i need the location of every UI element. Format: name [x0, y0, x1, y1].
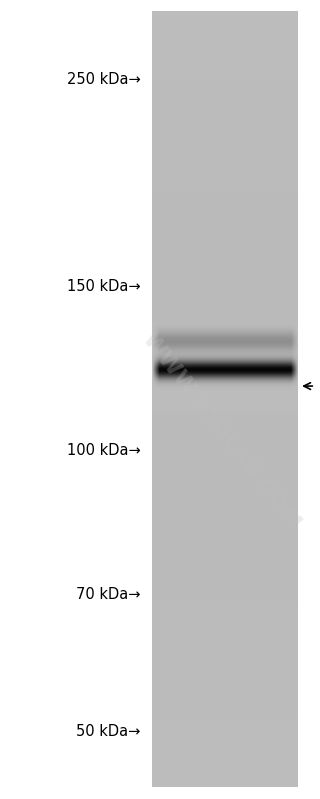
Text: 50 kDa→: 50 kDa→ — [76, 724, 141, 738]
Text: WWW.PTGLAB.COM: WWW.PTGLAB.COM — [138, 329, 304, 534]
Text: 250 kDa→: 250 kDa→ — [67, 73, 141, 87]
Text: 150 kDa→: 150 kDa→ — [67, 279, 141, 294]
Text: 100 kDa→: 100 kDa→ — [67, 443, 141, 458]
Text: 70 kDa→: 70 kDa→ — [76, 587, 141, 602]
